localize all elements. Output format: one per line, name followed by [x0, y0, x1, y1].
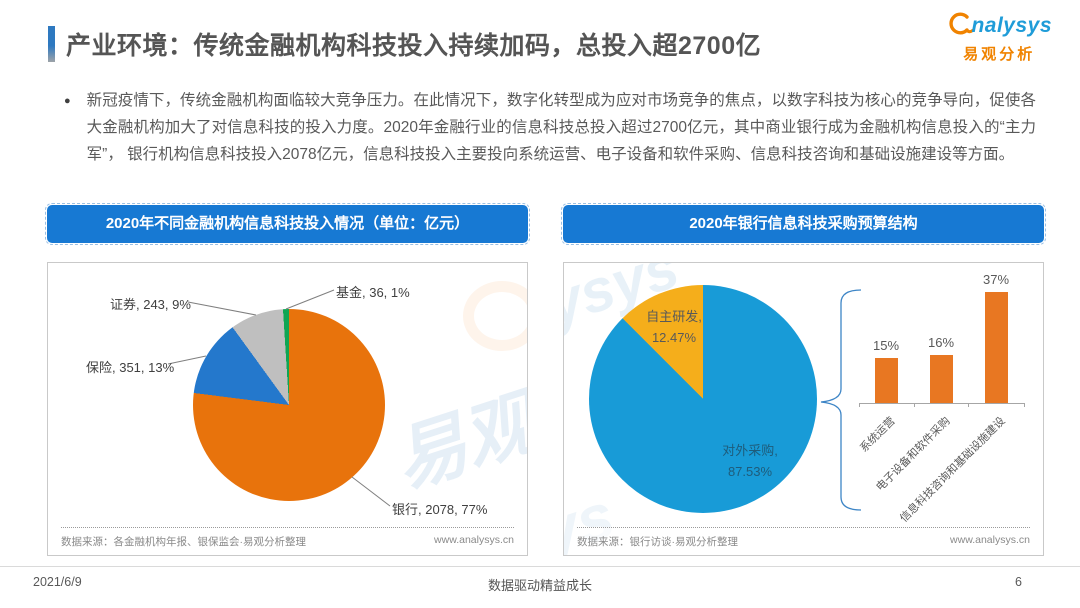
right-chart-title: 2020年银行信息科技采购预算结构	[561, 203, 1046, 245]
intro-block: ● 新冠疫情下，传统金融机构面临较大竞争压力。在此情况下，数字化转型成为应对市场…	[64, 88, 1036, 168]
bar-value-label: 37%	[982, 272, 1010, 287]
pie-label-external: 对外采购, 87.53%	[722, 443, 778, 479]
intro-text: 新冠疫情下，传统金融机构面临较大竞争压力。在此情况下，数字化转型成为应对市场竞争…	[86, 92, 1036, 163]
analysys-logo: nalysys 易观分析	[946, 10, 1052, 64]
footer-date: 2021/6/9	[33, 575, 82, 589]
left-chart-panel: 易观 基金, 36, 1% 证券, 243, 9% 保险, 351, 13% 银…	[47, 262, 528, 556]
pie-chart-institutions	[193, 309, 385, 501]
axis-tick	[914, 403, 915, 407]
pie-label-securities: 证券, 243, 9%	[110, 297, 191, 312]
right-site-text: www.analysys.cn	[950, 534, 1030, 546]
pie-chart-procurement	[589, 285, 817, 513]
bar-value-label: 15%	[872, 338, 900, 353]
footer-divider	[0, 566, 1080, 567]
bar	[929, 355, 953, 403]
logo-swoosh-icon	[946, 10, 975, 42]
left-site-text: www.analysys.cn	[434, 534, 514, 546]
pie-label-bank: 银行, 2078, 77%	[392, 502, 488, 517]
logo-brand-cn: 易观分析	[963, 46, 1036, 63]
bar	[984, 292, 1008, 403]
header: 产业环境：传统金融机构科技投入持续加码，总投入超2700亿	[48, 26, 761, 62]
title-accent-bar	[48, 26, 55, 62]
logo-brand-text: nalysys	[971, 14, 1052, 37]
pie-label-fund: 基金, 36, 1%	[336, 285, 410, 300]
left-chart-title: 2020年不同金融机构信息科技投入情况（单位：亿元）	[45, 203, 530, 245]
axis-tick	[968, 403, 969, 407]
charts-area: 2020年不同金融机构信息科技投入情况（单位：亿元） 易观 基金, 36, 1%…	[45, 203, 1046, 556]
footer-slogan: 数据驱动精益成长	[487, 578, 592, 593]
axis-tick	[859, 403, 860, 407]
left-chart-section: 2020年不同金融机构信息科技投入情况（单位：亿元） 易观 基金, 36, 1%…	[45, 203, 530, 556]
axis-tick	[1024, 403, 1025, 407]
pie-label-inhouse: 自主研发, 12.47%	[646, 309, 702, 345]
brace-connector	[820, 289, 862, 511]
right-chart-panel: ysys ys 自主研发, 12.47% 对外采购, 87.53% 15% 系统运…	[563, 262, 1044, 556]
bullet-icon: ●	[64, 95, 71, 107]
right-source-text: 数据来源：银行访谈·易观分析整理	[577, 536, 738, 548]
bar-value-label: 16%	[927, 335, 955, 350]
right-source-row: 数据来源：银行访谈·易观分析整理 www.analysys.cn	[577, 527, 1030, 549]
right-chart-section: 2020年银行信息科技采购预算结构 ysys ys 自主研发, 12.47% 对…	[561, 203, 1046, 556]
left-source-row: 数据来源：各金融机构年报、银保监会·易观分析整理 www.analysys.cn	[61, 527, 514, 549]
bar	[874, 358, 898, 403]
leader-lines	[167, 289, 391, 507]
footer-page-number: 6	[1015, 575, 1022, 589]
page-title: 产业环境：传统金融机构科技投入持续加码，总投入超2700亿	[66, 32, 762, 60]
bar-axis	[859, 403, 1024, 404]
left-source-text: 数据来源：各金融机构年报、银保监会·易观分析整理	[61, 536, 306, 548]
pie-label-insurance: 保险, 351, 13%	[86, 360, 175, 375]
